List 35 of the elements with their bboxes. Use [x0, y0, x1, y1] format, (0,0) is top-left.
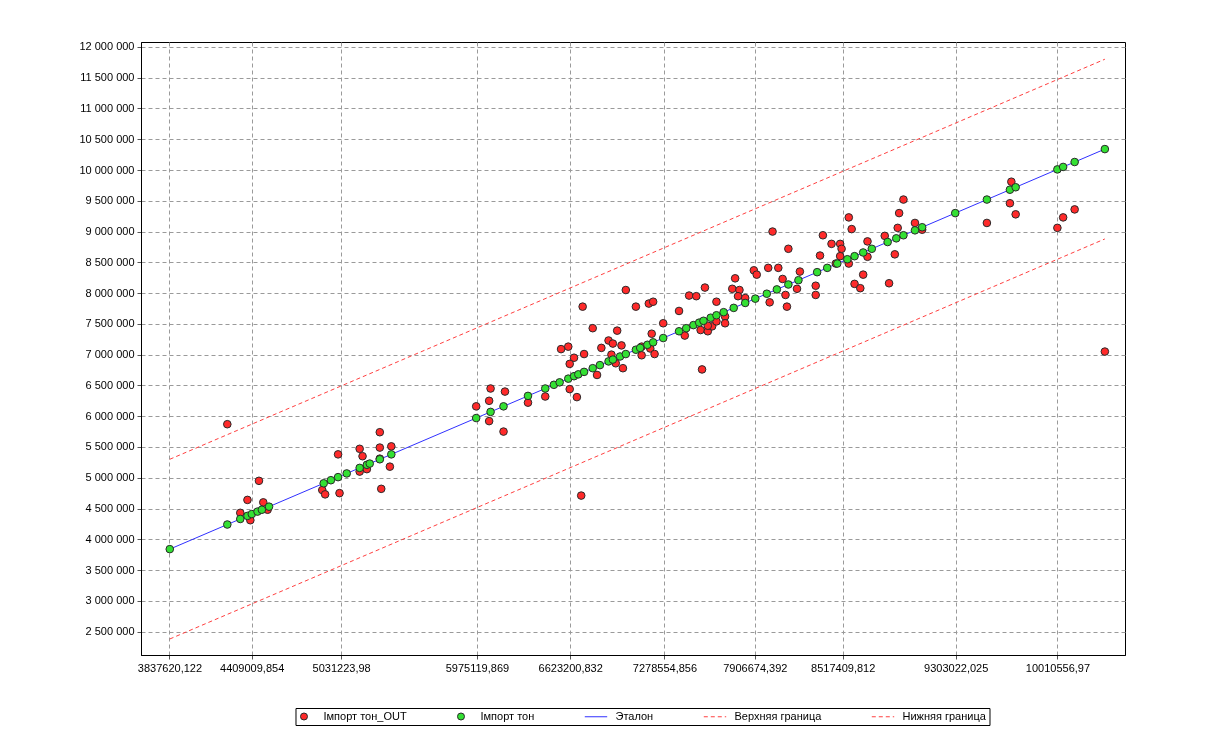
y-tick-label: 11 000 000	[80, 101, 135, 114]
legend-label: Верхняя граница	[734, 709, 823, 722]
y-tick-label: 2 500 000	[85, 625, 135, 638]
y-tick-label: 10 000 000	[79, 163, 135, 176]
legend-label: Нижняя граница	[902, 709, 987, 722]
y-tick-label: 11 500 000	[80, 71, 135, 84]
x-tick-label: 7906674,392	[723, 661, 788, 674]
y-tick-label: 8 000 000	[85, 286, 135, 299]
y-tick-label: 9 000 000	[85, 225, 135, 238]
y-tick-label: 12 000 000	[79, 40, 135, 53]
y-tick-label: 9 500 000	[85, 194, 135, 207]
x-tick-label: 5975119,869	[445, 661, 510, 674]
y-tick-label: 4 000 000	[85, 532, 135, 545]
y-tick-label: 3 500 000	[85, 563, 135, 576]
x-tick-label: 8517409,812	[811, 661, 876, 674]
y-tick-label: 7 000 000	[85, 348, 135, 361]
x-tick-label: 7278554,856	[632, 661, 698, 674]
legend-label: Эталон	[615, 709, 654, 722]
y-tick-label: 4 500 000	[85, 502, 135, 515]
x-tick-label: 10010556,97	[1025, 661, 1091, 674]
y-tick-label: 8 500 000	[85, 255, 135, 268]
y-tick-label: 6 500 000	[85, 378, 135, 391]
x-tick-label: 9303022,025	[924, 661, 989, 674]
x-tick-label: 6623200,832	[538, 661, 603, 674]
x-tick-label: 4409009,854	[220, 661, 285, 674]
x-tick-label: 5031223,98	[312, 661, 371, 674]
y-tick-label: 10 500 000	[79, 132, 135, 145]
legend-label: Імпорт тон	[480, 709, 535, 722]
x-tick-label: 3837620,122	[137, 661, 203, 674]
y-tick-label: 5 000 000	[85, 471, 135, 484]
y-tick-label: 6 000 000	[85, 409, 135, 422]
y-tick-label: 7 500 000	[85, 317, 135, 330]
legend-label: Імпорт тон_OUT	[323, 709, 407, 722]
y-tick-label: 5 500 000	[85, 440, 135, 453]
y-tick-label: 3 000 000	[85, 594, 135, 607]
